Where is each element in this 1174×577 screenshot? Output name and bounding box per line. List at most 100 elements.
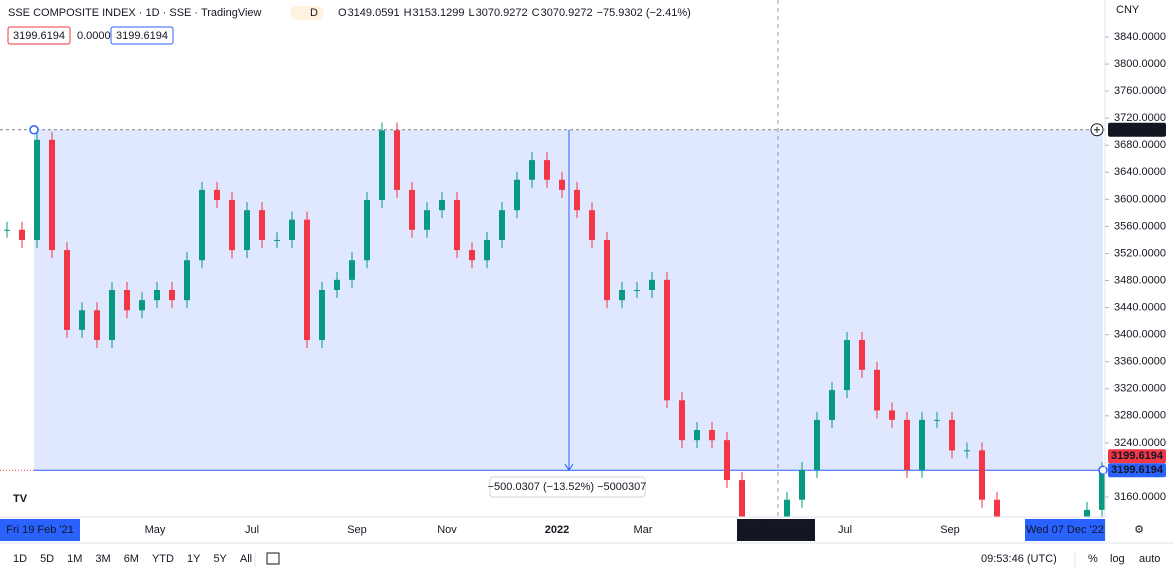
range-button[interactable]: YTD xyxy=(152,553,174,565)
candle xyxy=(244,210,250,251)
candle xyxy=(424,210,430,230)
candle xyxy=(349,260,355,280)
currency[interactable]: CNY xyxy=(1116,4,1140,16)
measure-label-bg xyxy=(489,476,646,498)
candle xyxy=(469,250,475,261)
candle xyxy=(934,419,940,421)
settings-icon[interactable]: ⚙ xyxy=(1134,524,1144,536)
candle xyxy=(259,210,265,240)
measure-handle[interactable] xyxy=(1098,465,1108,475)
change: −75.9302 (−2.41%) xyxy=(597,7,691,19)
price-tick-label: 3240.0000 xyxy=(1114,437,1166,449)
candle xyxy=(319,290,325,341)
ohlc-key: O xyxy=(338,7,347,19)
candle xyxy=(124,290,130,311)
candle xyxy=(109,290,115,341)
candle xyxy=(79,310,85,330)
range-button[interactable]: 5Y xyxy=(213,553,227,565)
candle xyxy=(694,430,700,441)
input-value: 3199.6194 xyxy=(116,30,168,42)
time-label: Jul xyxy=(838,524,852,536)
scale-option[interactable]: log xyxy=(1110,553,1125,565)
measure-price-tag-bg xyxy=(1108,463,1166,478)
arrow-head xyxy=(564,463,574,472)
candle xyxy=(664,279,670,401)
last-price-tag-bg xyxy=(1108,449,1166,464)
scale-option[interactable]: % xyxy=(1088,553,1098,565)
range-button[interactable]: 1M xyxy=(67,553,82,565)
candle xyxy=(139,300,145,311)
clock: 09:53:46 (UTC) xyxy=(981,553,1057,565)
date-range-icon[interactable] xyxy=(266,552,280,565)
ohlc-value: 3070.9272 xyxy=(541,7,593,19)
ohlc-key: L xyxy=(469,7,475,19)
logo: TV xyxy=(13,493,28,505)
time-tag: Wed 07 Dec '22 xyxy=(1026,524,1104,536)
candle xyxy=(19,229,25,240)
measure-price-tag: 3199.6194 xyxy=(1111,464,1164,476)
candle xyxy=(649,279,655,290)
time-label: Mar xyxy=(634,524,653,536)
candle xyxy=(559,179,565,190)
price-tick-label: 3160.0000 xyxy=(1114,491,1166,503)
time-label: May xyxy=(145,524,166,536)
candle xyxy=(604,239,610,301)
input-value: 0.0000 xyxy=(77,30,111,42)
ohlc-key: H xyxy=(404,7,412,19)
candle xyxy=(919,419,925,470)
time-tag-bg xyxy=(737,519,815,541)
candle xyxy=(64,250,70,330)
candle xyxy=(229,200,235,251)
price-tick-label: 3800.0000 xyxy=(1114,58,1166,70)
range-button[interactable]: 6M xyxy=(124,553,139,565)
time-label: Jul xyxy=(245,524,259,536)
candle xyxy=(829,390,835,420)
price-tick-label: 3560.0000 xyxy=(1114,220,1166,232)
last-price-tag: 3199.6194 xyxy=(1111,450,1164,462)
candle xyxy=(379,130,385,201)
candle xyxy=(94,310,100,341)
time-tag-bg xyxy=(0,519,80,541)
range-button[interactable]: All xyxy=(240,553,252,565)
time-label: Sep xyxy=(940,524,960,536)
candle xyxy=(364,200,370,261)
candle xyxy=(964,450,970,452)
range-button[interactable]: 1Y xyxy=(187,553,201,565)
time-tag-bg xyxy=(1025,519,1105,541)
candle xyxy=(484,239,490,261)
candle xyxy=(949,419,955,451)
candle xyxy=(709,430,715,441)
candle xyxy=(529,160,535,180)
scale-option[interactable]: auto xyxy=(1139,553,1160,565)
price-tick-label: 3840.0000 xyxy=(1114,31,1166,43)
badge: D xyxy=(310,7,318,19)
measure-label: −500.0307 (−13.52%) −5000307 xyxy=(488,481,647,493)
input-box xyxy=(7,26,71,45)
add-icon xyxy=(1094,126,1100,133)
candle xyxy=(739,480,745,517)
range-button[interactable]: 5D xyxy=(40,553,54,565)
candle xyxy=(859,340,865,370)
candle xyxy=(274,239,280,241)
candle xyxy=(784,499,790,517)
candle xyxy=(994,499,1000,517)
candle xyxy=(799,469,805,500)
candle xyxy=(49,139,55,251)
range-button[interactable]: 1D xyxy=(13,553,27,565)
price-tick-label: 3400.0000 xyxy=(1114,329,1166,341)
time-axis-bg xyxy=(0,517,1105,543)
price-tick-label: 3320.0000 xyxy=(1114,383,1166,395)
candle xyxy=(979,450,985,500)
range-button[interactable]: 3M xyxy=(95,553,110,565)
price-tick-label: 3480.0000 xyxy=(1114,274,1166,286)
price-tick-label: 3600.0000 xyxy=(1114,193,1166,205)
candle xyxy=(844,340,850,391)
input-box xyxy=(110,26,174,45)
price-tag-bg xyxy=(1108,122,1166,137)
price-tick-label: 3720.0000 xyxy=(1114,112,1166,124)
measure-handle[interactable] xyxy=(29,125,39,135)
price-tick-label: 3680.0000 xyxy=(1114,139,1166,151)
candle xyxy=(904,419,910,470)
time-tag: Tue 24 May '22 xyxy=(738,524,813,536)
